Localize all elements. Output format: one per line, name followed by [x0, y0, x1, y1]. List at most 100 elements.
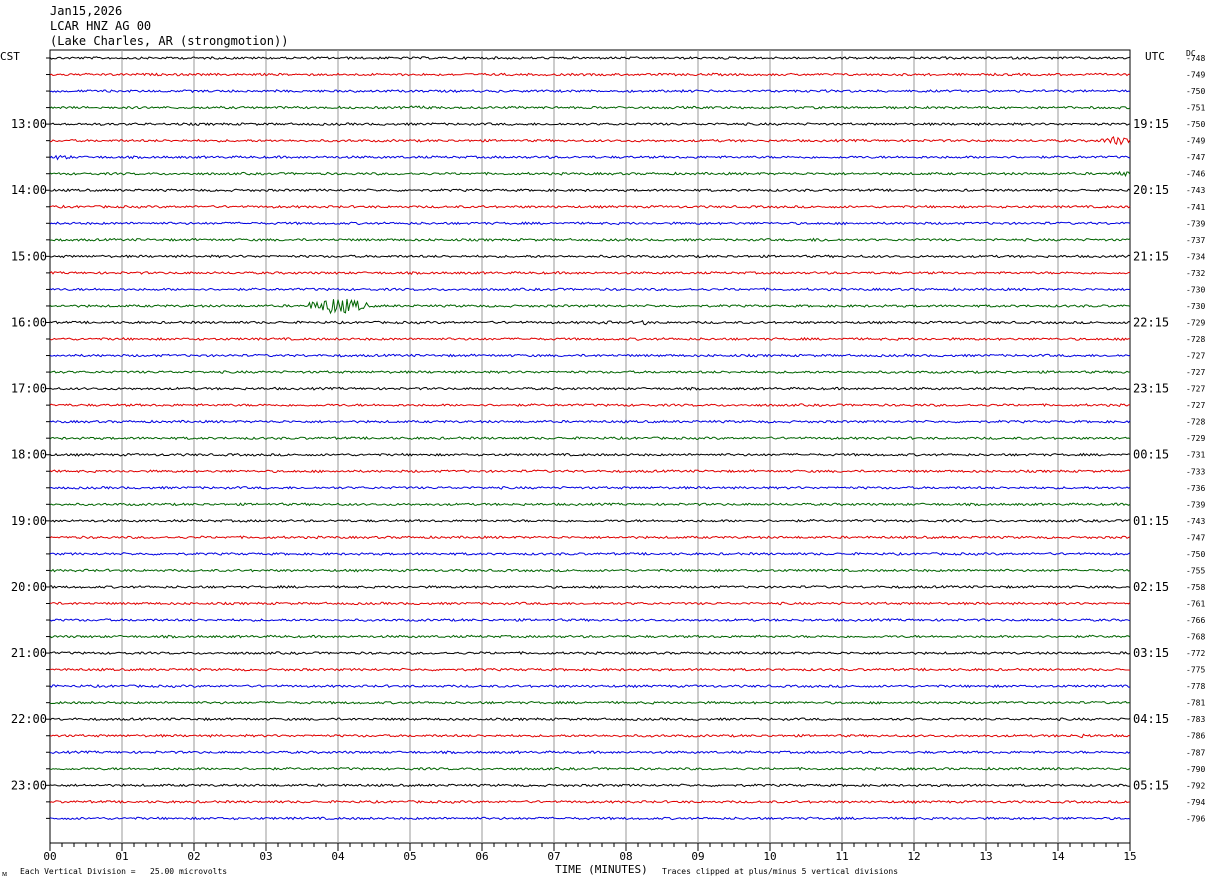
dc-label: DC: [1186, 49, 1196, 58]
trace-line: [49, 717, 1131, 722]
cst-hour-label: 13:00: [11, 117, 47, 131]
x-tick-label: 14: [1051, 850, 1065, 863]
clip-note: Traces clipped at plus/minus 5 vertical …: [662, 867, 899, 876]
trace-line: [49, 353, 1131, 358]
cst-hour-label: 20:00: [11, 580, 47, 594]
date-label: Jan15,2026: [50, 4, 123, 18]
dc-offset-label: -761: [1186, 599, 1205, 608]
trace-line: [49, 568, 1131, 573]
cst-hour-label: 17:00: [11, 382, 47, 396]
trace-line: [49, 733, 1131, 739]
cst-hour-label: 21:00: [11, 646, 47, 660]
trace-line: [49, 386, 1131, 391]
utc-hour-label: 02:15: [1133, 580, 1169, 594]
plot-frame: [49, 49, 1131, 844]
cst-hour-label: 18:00: [11, 448, 47, 462]
trace-line: [49, 105, 1131, 110]
cst-hour-label: 14:00: [11, 183, 47, 197]
dc-offset-label: -729: [1186, 318, 1205, 327]
dc-offset-label: -727: [1186, 401, 1205, 410]
dc-offset-label: -792: [1186, 781, 1205, 790]
utc-hour-label: 01:15: [1133, 514, 1169, 528]
dc-offset-label: -727: [1186, 368, 1205, 377]
x-tick-label: 04: [331, 850, 345, 863]
left-timezone-label: CST: [0, 50, 20, 63]
dc-offset-label: -727: [1186, 385, 1205, 394]
trace-line: [49, 469, 1131, 474]
x-tick-label: 09: [691, 850, 704, 863]
dc-offset-label: -751: [1186, 104, 1205, 113]
trace-line: [49, 56, 1131, 61]
utc-hour-label: 05:15: [1133, 778, 1169, 792]
trace-line: [49, 221, 1131, 226]
dc-offset-label: -746: [1186, 170, 1205, 179]
trace-line: [49, 551, 1131, 556]
dc-offset-label: -755: [1186, 566, 1205, 575]
utc-hour-label: 19:15: [1133, 117, 1169, 131]
dc-offset-label: -794: [1186, 798, 1205, 807]
trace-line: [49, 319, 1131, 326]
x-tick-label: 02: [187, 850, 200, 863]
trace-line: [49, 766, 1131, 771]
dc-offset-label: -729: [1186, 434, 1205, 443]
dc-offset-label: -743: [1186, 186, 1205, 195]
corner-mark: ᴍ: [2, 869, 8, 878]
dc-offset-label: -796: [1186, 814, 1205, 823]
trace-line: [49, 452, 1131, 457]
x-tick-label: 07: [547, 850, 560, 863]
utc-hour-label: 03:15: [1133, 646, 1169, 660]
right-timezone-label: UTC: [1145, 50, 1165, 63]
dc-offset-label: -730: [1186, 302, 1205, 311]
dc-offset-label: -734: [1186, 252, 1205, 261]
trace-line: [50, 667, 1131, 672]
trace-line: [49, 170, 1131, 178]
trace-line: [49, 634, 1131, 639]
utc-hour-label: 04:15: [1133, 712, 1169, 726]
utc-hour-label: 00:15: [1133, 448, 1169, 462]
dc-offset-label: -775: [1186, 666, 1205, 675]
trace-line: [49, 237, 1131, 243]
x-tick-label: 15: [1123, 850, 1136, 863]
trace-line: [49, 298, 1131, 315]
dc-offset-label: -749: [1186, 71, 1205, 80]
x-tick-label: 00: [43, 850, 56, 863]
dc-offset-label: -739: [1186, 219, 1205, 228]
utc-hour-label: 20:15: [1133, 183, 1169, 197]
trace-line: [49, 254, 1131, 259]
trace-line: [49, 535, 1131, 540]
trace-line: [49, 783, 1131, 788]
utc-hour-label: 23:15: [1133, 382, 1169, 396]
trace-line: [49, 700, 1131, 705]
trace-line: [49, 584, 1131, 590]
trace-line: [49, 287, 1131, 292]
dc-offset-label: -727: [1186, 352, 1205, 361]
dc-offset-label: -768: [1186, 633, 1205, 642]
x-tick-label: 12: [907, 850, 920, 863]
dc-offset-label: -733: [1186, 467, 1205, 476]
trace-line: [49, 419, 1131, 424]
time-axis-label: TIME (MINUTES): [555, 863, 648, 876]
cst-hour-label: 19:00: [11, 514, 47, 528]
dc-offset-label: -750: [1186, 550, 1205, 559]
trace-line: [49, 799, 1131, 804]
trace-line: [49, 436, 1131, 441]
x-tick-label: 13: [979, 850, 992, 863]
dc-offset-label: -772: [1186, 649, 1205, 658]
dc-offset-label: -732: [1186, 269, 1205, 278]
dc-offset-label: -736: [1186, 484, 1205, 493]
dc-offset-label: -790: [1186, 765, 1205, 774]
dc-offset-label: -781: [1186, 699, 1205, 708]
dc-offset-label: -758: [1186, 583, 1205, 592]
dc-offset-label: -786: [1186, 732, 1205, 741]
dc-offset-label: -730: [1186, 285, 1205, 294]
dc-offset-label: -728: [1186, 335, 1205, 344]
dc-offset-label: -748: [1186, 54, 1205, 63]
trace-line: [49, 72, 1131, 77]
utc-hour-label: 21:15: [1133, 249, 1169, 263]
cst-hour-label: 16:00: [11, 315, 47, 329]
scale-note: Each Vertical Division = 25.00 microvolt…: [20, 867, 228, 876]
x-tick-label: 03: [259, 850, 272, 863]
trace-line: [49, 650, 1131, 656]
x-tick-label: 08: [619, 850, 632, 863]
